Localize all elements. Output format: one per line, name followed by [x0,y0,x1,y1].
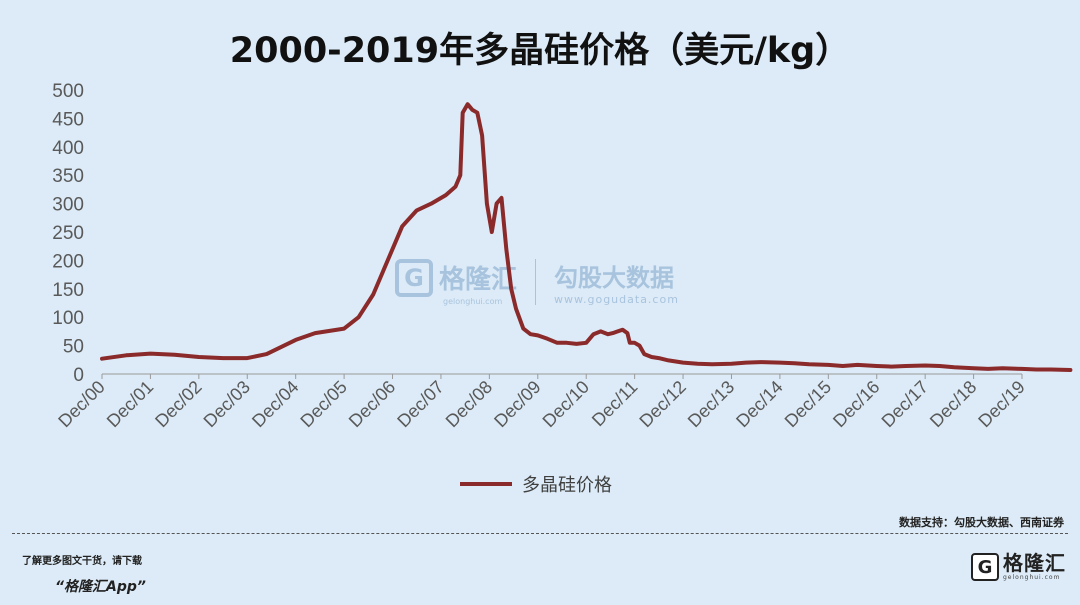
x-tick-label: Dec/09 [490,377,544,431]
x-tick-label: Dec/11 [588,377,642,431]
brand-logo: G 格隆汇 gelonghui.com [971,553,1066,581]
line-chart: 0 50 100 150 200 250 300 350 400 450 500 Dec/00Dec… [52,81,1073,496]
footer-app-name: “格隆汇App” [55,579,146,595]
y-tick-label: 0 [73,365,84,386]
x-tick-label: Dec/15 [781,377,835,431]
y-tick-label: 150 [52,280,84,301]
watermark-sub: gelonghui.com [443,296,503,306]
x-tick-label: Dec/05 [296,377,350,431]
x-tick-label: Dec/14 [732,377,786,431]
y-tick-label: 300 [52,195,84,216]
watermark-name: 格隆汇 [439,265,518,295]
y-tick-label: 400 [52,138,84,159]
x-tick-label: Dec/18 [926,377,980,431]
x-tick-label: Dec/10 [539,377,593,431]
footer-download-hint: 了解更多图文干货，请下载 [22,556,142,567]
brand-logo-icon: G [971,553,999,581]
x-tick-label: Dec/07 [393,377,447,431]
brand-name: 格隆汇 [1003,551,1066,575]
x-tick-label: Dec/03 [200,377,254,431]
watermark-divider [535,259,537,305]
x-tick-label: Dec/06 [345,377,399,431]
x-axis: Dec/00Dec/01Dec/02Dec/03Dec/04Dec/05Dec/… [54,373,1029,431]
legend-label: 多晶硅价格 [522,475,612,496]
x-tick-label: Dec/16 [829,377,883,431]
legend: 多晶硅价格 [460,475,612,496]
gelonghui-logo-icon: G [395,258,433,297]
y-tick-label: 200 [52,251,84,272]
watermark-name2: 勾股大数据 [554,264,675,292]
y-tick-label: 50 [63,337,84,358]
brand-sub: gelonghui.com [1003,574,1061,581]
x-tick-label: Dec/17 [878,377,932,431]
y-axis: 0 50 100 150 200 250 300 350 400 450 500 [52,81,84,386]
x-tick-label: Dec/19 [974,377,1028,431]
chart-title: 2000-2019年多晶硅价格（美元/kg） [229,31,851,71]
source-note: 数据支持：勾股大数据、西南证券 [899,516,1064,529]
series-layer [100,102,1073,372]
y-tick-label: 450 [52,109,84,130]
y-tick-label: 250 [52,223,84,244]
y-tick-label: 350 [52,166,84,187]
y-tick-label: 100 [52,308,84,329]
watermark: G 格隆汇 gelonghui.com 勾股大数据 www.gogudata.c… [395,258,679,306]
watermark-sub2: www.gogudata.com [554,293,679,306]
y-tick-label: 500 [52,81,84,102]
x-tick-label: Dec/13 [684,377,738,431]
x-tick-label: Dec/08 [442,377,496,431]
series-line-polysilicon-price [100,102,1073,372]
x-tick-label: Dec/02 [151,377,205,431]
x-tick-label: Dec/12 [635,377,689,431]
x-tick-label: Dec/04 [248,377,302,431]
footer-divider [12,533,1068,534]
x-tick-label: Dec/01 [103,377,157,431]
